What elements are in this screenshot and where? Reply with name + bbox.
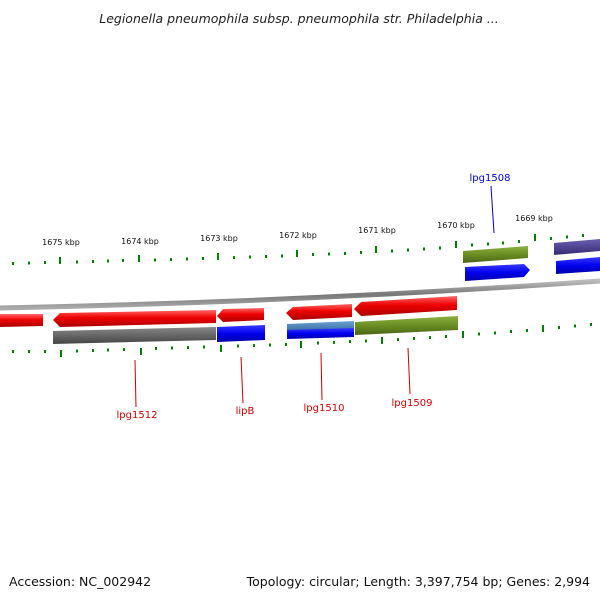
gene-feature-lpg1508[interactable] [465,264,530,281]
upper-tick-ruler [12,234,584,265]
gene-feature-blue-edge[interactable] [556,257,600,274]
gene-label-lipB[interactable]: lipB [236,406,255,417]
kbp-label: 1673 kbp [200,234,238,243]
leader-line-lpg1512 [134,359,137,408]
gene-feature-red-edge[interactable] [0,314,43,327]
leader-line-lpg1509 [407,347,411,395]
leader-line-lipB [240,356,244,404]
gene-label-lpg1509[interactable]: lpg1509 [392,398,433,409]
gene-leader-lines [134,185,495,408]
gene-feature-lpg1512[interactable] [53,310,216,327]
kbp-label: 1675 kbp [42,238,80,247]
gene-feature-olive[interactable] [463,246,528,263]
gene-feature-lpg1510[interactable] [287,328,354,339]
kbp-scale-labels: 1675 kbp 1674 kbp 1673 kbp 1672 kbp 1671… [42,214,553,247]
kbp-label: 1672 kbp [279,231,317,240]
kbp-label: 1670 kbp [437,221,475,230]
gene-feature-lpg1509-red[interactable] [354,296,457,316]
gene-feature-lpg1509[interactable] [355,316,458,335]
gene-feature-lipB[interactable] [217,325,265,342]
gene-feature-lipB-red[interactable] [217,308,264,322]
kbp-label: 1669 kbp [515,214,553,223]
gene-label-lpg1512[interactable]: lpg1512 [117,410,158,421]
kbp-label: 1671 kbp [358,226,396,235]
gene-labels: lpg1508 lpg1512 lipB lpg1510 lpg1509 [117,173,511,421]
lower-feature-track [0,296,458,344]
gene-label-lpg1508[interactable]: lpg1508 [470,173,511,184]
kbp-label: 1674 kbp [121,237,159,246]
gene-feature-navy[interactable] [554,239,600,255]
gene-feature-grey[interactable] [53,327,216,344]
leader-line-lpg1510 [320,352,323,401]
genome-summary-text: Topology: circular; Length: 3,397,754 bp… [246,574,590,589]
gene-label-lpg1510[interactable]: lpg1510 [304,403,345,414]
map-title: Legionella pneumophila subsp. pneumophil… [99,11,499,26]
gene-feature-lpg1510-red[interactable] [286,304,352,320]
genome-backbone [0,278,600,311]
upper-feature-track [463,239,600,281]
lower-tick-ruler [12,323,592,357]
leader-line-lpg1508 [490,185,495,234]
accession-text: Accession: NC_002942 [9,574,151,589]
